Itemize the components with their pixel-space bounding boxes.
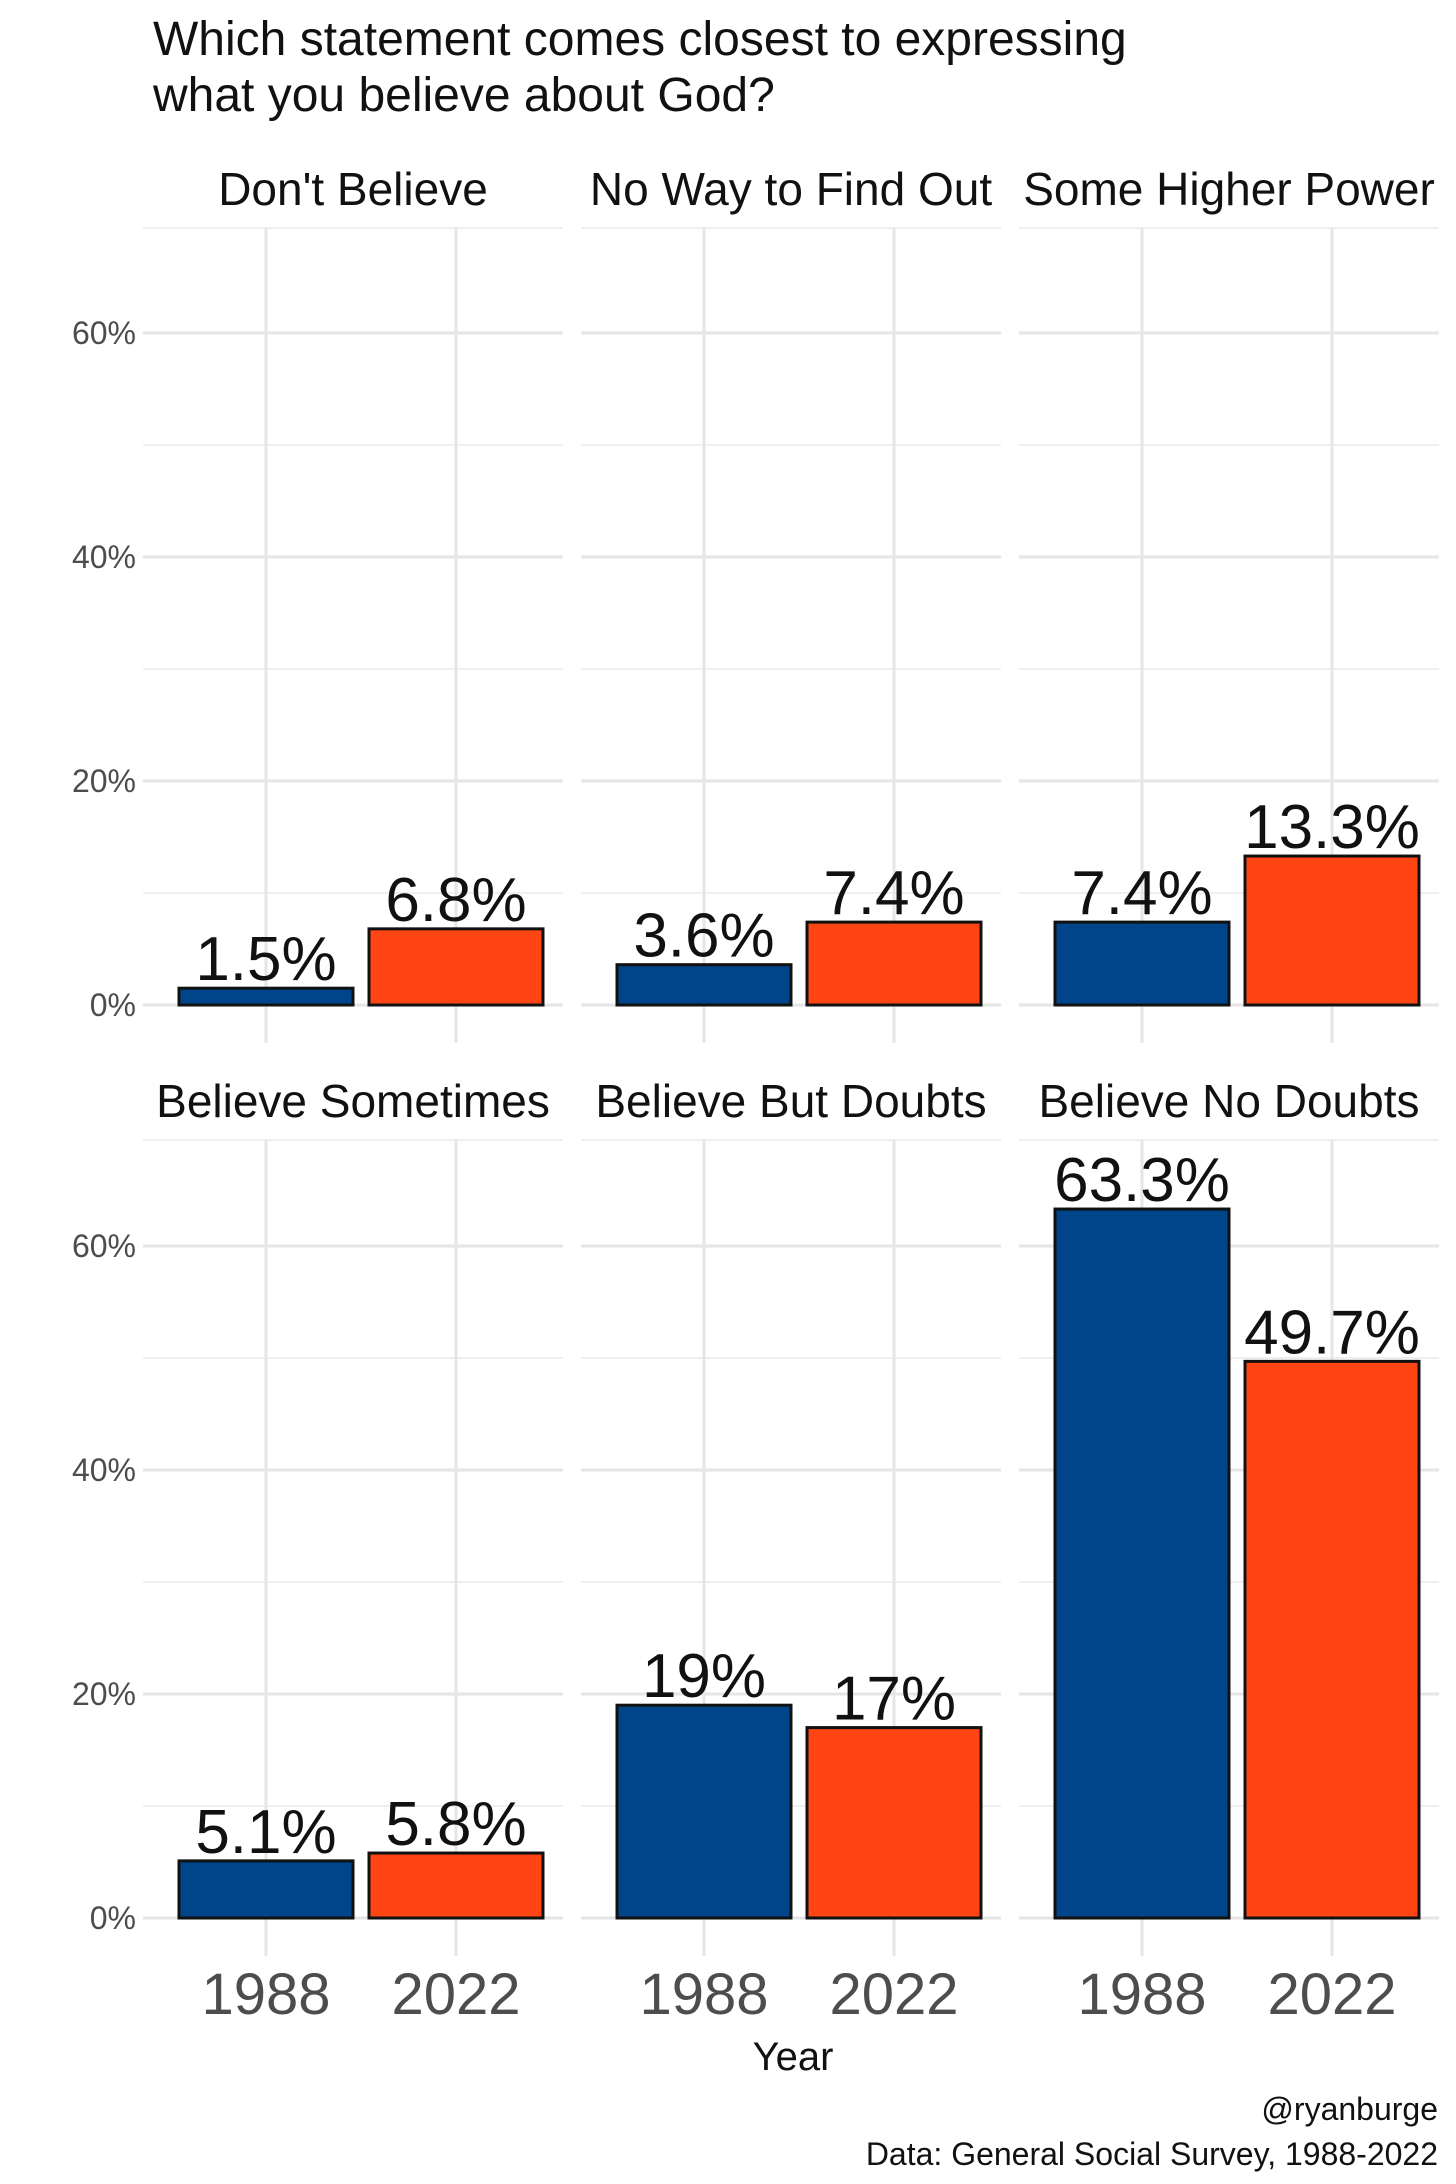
chart-title-line-1: Which statement comes closest to express… <box>153 13 1127 66</box>
y-tick-label-60pct: 60% <box>72 1228 136 1264</box>
x-tick-label-1988: 1988 <box>201 1962 330 2027</box>
bar-don-t-believe-2022 <box>367 927 545 1007</box>
bar-believe-but-doubts-2022 <box>805 1726 983 1920</box>
bar-believe-but-doubts-1988 <box>615 1703 793 1920</box>
facet-label-believe-sometimes: Believe Sometimes <box>156 1075 550 1127</box>
y-tick-label-20pct: 20% <box>72 763 136 799</box>
x-tick-label-2022: 2022 <box>1267 1962 1396 2027</box>
bar-some-higher-power-2022 <box>1243 854 1421 1007</box>
data-label-don-t-believe-2022: 6.8% <box>385 866 526 935</box>
data-label-believe-sometimes-1988: 5.1% <box>195 1798 336 1867</box>
data-label-no-way-to-find-out-1988: 3.6% <box>633 902 774 971</box>
data-label-believe-sometimes-2022: 5.8% <box>385 1790 526 1859</box>
bar-believe-no-doubts-1988 <box>1053 1207 1231 1920</box>
y-tick-label-60pct: 60% <box>72 315 136 351</box>
bar-no-way-to-find-out-2022 <box>805 920 983 1007</box>
bar-believe-sometimes-2022 <box>367 1851 545 1920</box>
data-label-don-t-believe-1988: 1.5% <box>195 925 336 994</box>
x-tick-label-2022: 2022 <box>391 1962 520 2027</box>
x-tick-label-2022: 2022 <box>829 1962 958 2027</box>
data-label-some-higher-power-2022: 13.3% <box>1244 793 1420 862</box>
data-label-believe-no-doubts-1988: 63.3% <box>1054 1146 1230 1215</box>
y-tick-label-40pct: 40% <box>72 539 136 575</box>
bar-believe-sometimes-1988 <box>177 1859 355 1920</box>
caption-source: Data: General Social Survey, 1988-2022 <box>866 2136 1438 2172</box>
y-tick-label-40pct: 40% <box>72 1452 136 1488</box>
caption-author: @ryanburge <box>1261 2091 1438 2127</box>
facet-label-believe-no-doubts: Believe No Doubts <box>1039 1075 1420 1127</box>
facet-label-believe-but-doubts: Believe But Doubts <box>595 1075 986 1127</box>
x-axis-title: Year <box>753 2035 834 2079</box>
data-label-some-higher-power-1988: 7.4% <box>1071 859 1212 928</box>
y-tick-label-20pct: 20% <box>72 1676 136 1712</box>
facet-label-don-t-believe: Don't Believe <box>218 163 488 215</box>
bar-some-higher-power-1988 <box>1053 920 1231 1007</box>
x-tick-label-1988: 1988 <box>639 1962 768 2027</box>
chart-title-line-2: what you believe about God? <box>152 69 775 122</box>
facet-label-no-way-to-find-out: No Way to Find Out <box>590 163 992 215</box>
y-tick-label-0pct: 0% <box>90 987 136 1023</box>
bar-believe-no-doubts-2022 <box>1243 1359 1421 1920</box>
data-label-believe-but-doubts-2022: 17% <box>832 1665 956 1734</box>
data-label-believe-no-doubts-2022: 49.7% <box>1244 1298 1420 1367</box>
facet-label-some-higher-power: Some Higher Power <box>1023 163 1435 215</box>
x-tick-label-1988: 1988 <box>1077 1962 1206 2027</box>
data-label-believe-but-doubts-1988: 19% <box>642 1642 766 1711</box>
bar-no-way-to-find-out-1988 <box>615 963 793 1007</box>
bar-don-t-believe-1988 <box>177 986 355 1007</box>
y-tick-label-0pct: 0% <box>90 1900 136 1936</box>
data-label-no-way-to-find-out-2022: 7.4% <box>823 859 964 928</box>
